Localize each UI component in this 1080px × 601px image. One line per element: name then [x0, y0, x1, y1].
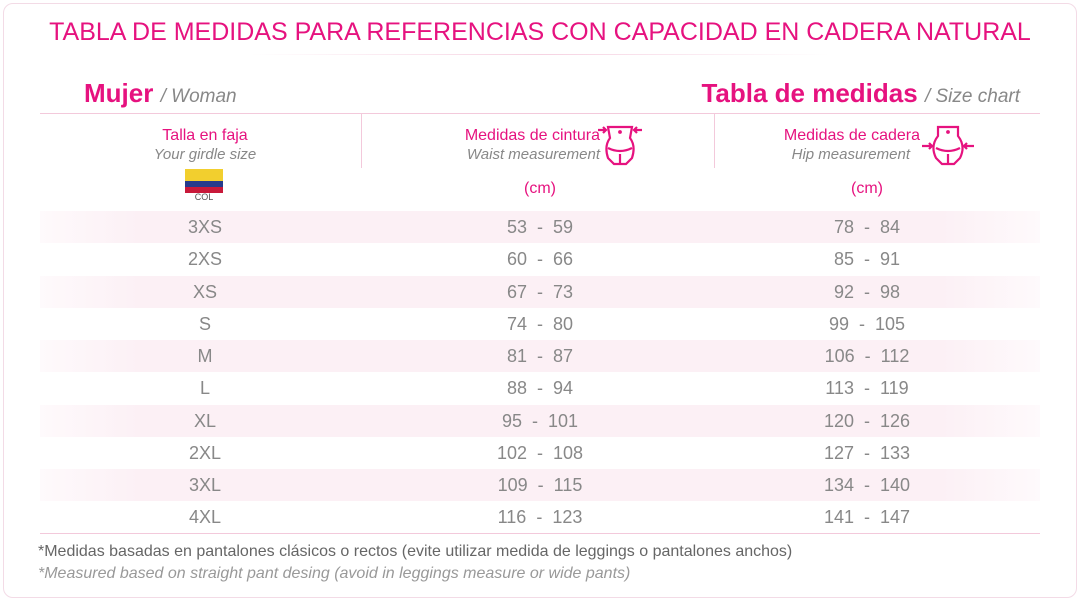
waist-cell: 74 - 80	[506, 314, 574, 334]
hip-cell: 127 - 133	[823, 443, 911, 463]
waist-header-es: Medidas de cintura	[464, 127, 600, 144]
flag-label: COL	[194, 192, 214, 202]
hip-cell: 99 - 105	[828, 314, 906, 334]
table-row: 3XS 53 - 59 78 - 84	[40, 211, 1040, 244]
woman-heading: Mujer / Woman	[84, 78, 237, 109]
size-cell: 3XS	[187, 217, 223, 237]
table-row: XL 95 - 101 120 - 126	[40, 405, 1040, 438]
size-chart-heading-en: / Size chart	[924, 86, 1020, 107]
waist-column-header: Medidas de cintura Waist measurement	[420, 126, 600, 164]
size-header-es: Talla en faja	[162, 127, 248, 144]
hip-cell: 92 - 98	[833, 282, 901, 302]
footnote-es: *Medidas basadas en pantalones clásicos …	[38, 543, 793, 560]
size-cell: S	[198, 314, 211, 334]
hip-header-es: Medidas de cadera	[783, 127, 920, 144]
title-divider	[250, 54, 830, 55]
waist-cell: 102 - 108	[496, 443, 584, 463]
size-cell: M	[197, 346, 213, 366]
size-header-en: Your girdle size	[153, 146, 257, 163]
hip-column-header: Medidas de cadera Hip measurement	[740, 126, 920, 164]
table-row: 2XL 102 - 108 127 - 133	[40, 437, 1040, 469]
table-bottom-divider	[40, 533, 1040, 534]
hip-cell: 134 - 140	[823, 475, 911, 495]
waist-cell: 109 - 115	[497, 475, 583, 495]
woman-heading-en: / Woman	[160, 86, 237, 107]
size-cell: XS	[192, 282, 217, 302]
waist-unit: (cm)	[524, 180, 556, 197]
table-row: L 88 - 94 113 - 119	[40, 372, 1040, 404]
table-row: S 74 - 80 99 - 105	[40, 308, 1040, 340]
waist-measure-icon	[598, 125, 642, 166]
hip-cell: 78 - 84	[833, 217, 901, 237]
size-cell: 3XL	[188, 475, 222, 495]
size-cell: L	[199, 378, 210, 398]
hip-unit: (cm)	[851, 180, 883, 197]
waist-header-en: Waist measurement	[466, 146, 600, 163]
column-divider	[361, 113, 362, 168]
hip-cell: 141 - 147	[823, 507, 911, 527]
size-chart-heading-es: Tabla de medidas	[701, 78, 918, 108]
hip-cell: 85 - 91	[833, 249, 901, 269]
woman-heading-es: Mujer	[84, 78, 154, 108]
colombia-flag-icon	[185, 169, 223, 193]
waist-cell: 67 - 73	[506, 282, 574, 302]
table-row: M 81 - 87 106 - 112	[40, 340, 1040, 373]
size-cell: 4XL	[188, 507, 222, 527]
table-row: 3XL 109 - 115 134 - 140	[40, 469, 1040, 502]
table-row: 2XS 60 - 66 85 - 91	[40, 243, 1040, 275]
header-divider	[40, 113, 1040, 114]
hip-cell: 120 - 126	[823, 411, 911, 431]
chart-frame	[3, 3, 1077, 598]
column-divider	[714, 113, 715, 168]
hip-cell: 113 - 119	[825, 378, 909, 398]
hip-header-en: Hip measurement	[791, 146, 910, 163]
waist-cell: 88 - 94	[506, 378, 574, 398]
waist-cell: 53 - 59	[506, 217, 574, 237]
hip-measure-icon	[922, 125, 974, 166]
waist-cell: 95 - 101	[501, 411, 579, 431]
hip-cell: 106 - 112	[824, 346, 910, 366]
waist-cell: 116 - 123	[497, 507, 583, 527]
size-chart-heading: Tabla de medidas / Size chart	[701, 78, 1020, 109]
waist-cell: 81 - 87	[506, 346, 574, 366]
footnote-en: *Measured based on straight pant desing …	[38, 565, 631, 582]
size-cell: 2XS	[187, 249, 223, 269]
page-title: TABLA DE MEDIDAS PARA REFERENCIAS CON CA…	[49, 18, 1031, 46]
table-row: 4XL 116 - 123 141 - 147	[40, 501, 1040, 533]
size-cell: XL	[193, 411, 217, 431]
size-cell: 2XL	[188, 443, 222, 463]
table-row: XS 67 - 73 92 - 98	[40, 276, 1040, 309]
size-column-header: Talla en faja Your girdle size	[105, 126, 305, 164]
waist-cell: 60 - 66	[506, 249, 574, 269]
